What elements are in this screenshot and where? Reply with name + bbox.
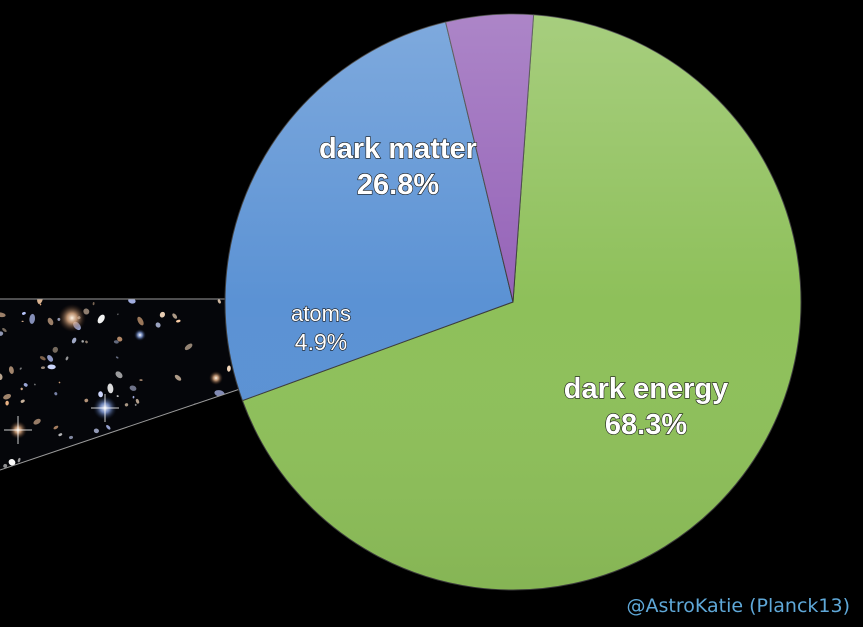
galaxy-dot xyxy=(21,311,26,315)
slice-label-dark-matter: dark matter xyxy=(319,133,477,165)
galaxy-dot xyxy=(113,340,119,344)
galaxy-dot xyxy=(209,462,216,466)
galaxy-dot xyxy=(55,462,60,466)
galaxy-dot xyxy=(117,336,123,342)
galaxy-dot xyxy=(116,395,119,398)
galaxy-dot xyxy=(125,462,128,464)
galaxy-dot xyxy=(39,303,42,306)
galaxy-dot xyxy=(0,331,4,336)
galaxy-dot xyxy=(58,381,61,384)
galaxy-dot xyxy=(217,299,221,304)
bright-galaxy xyxy=(58,304,86,332)
galaxy-dot xyxy=(176,319,181,323)
galaxy-dot xyxy=(40,366,46,370)
galaxy-dot xyxy=(33,418,41,425)
galaxy-dot xyxy=(19,367,22,370)
galaxy-dot xyxy=(187,470,190,473)
galaxy-dot xyxy=(20,387,23,391)
galaxy-dot xyxy=(0,312,6,318)
slice-value-dark-matter: 26.8% xyxy=(357,169,439,201)
galaxy-dot xyxy=(21,320,24,323)
galaxy-dot xyxy=(34,383,36,386)
galaxy-dot xyxy=(52,346,59,353)
galaxy-dot xyxy=(65,356,69,361)
galaxy-dot xyxy=(107,383,114,394)
galaxy-dot xyxy=(97,314,105,324)
galaxy-dot xyxy=(135,427,144,439)
galaxy-dot xyxy=(29,313,36,324)
bright-galaxy xyxy=(209,371,223,385)
galaxy-dot xyxy=(124,403,129,407)
galaxy-dot xyxy=(128,299,136,304)
galaxy-dot xyxy=(58,433,63,437)
galaxy-dot xyxy=(177,457,185,462)
galaxy-dot xyxy=(39,356,46,361)
galaxy-dot xyxy=(3,463,8,468)
galaxy-dot xyxy=(132,395,135,399)
slice-label-atoms: atoms xyxy=(291,301,351,326)
galaxy-dot xyxy=(174,374,182,381)
slice-value-dark-energy: 68.3% xyxy=(605,409,687,441)
galaxy-dot xyxy=(115,371,123,379)
galaxy-dot xyxy=(104,449,110,455)
galaxy-dot xyxy=(93,428,99,434)
galaxy-dot xyxy=(92,301,95,306)
slice-value-atoms: 4.9% xyxy=(295,329,347,355)
galaxy-dot xyxy=(117,313,119,316)
galaxy-dot xyxy=(184,343,193,351)
galaxy-dot xyxy=(23,383,28,387)
galaxy-dot xyxy=(155,322,161,328)
galaxy-dot xyxy=(185,419,193,427)
galaxy-dot xyxy=(106,424,111,430)
pie-labels: dark energy 68.3% dark matter 26.8% atoms 4.9… xyxy=(290,132,728,441)
galaxy-dot xyxy=(69,461,75,467)
galaxy-dot xyxy=(231,391,236,399)
galaxy-dot xyxy=(53,425,59,430)
galaxy-dot xyxy=(81,340,84,343)
galaxy-dot xyxy=(47,355,54,362)
galaxy-dot xyxy=(137,316,144,326)
bright-galaxy xyxy=(134,329,146,341)
galaxy-dot xyxy=(5,400,9,406)
galaxy-dot xyxy=(106,463,114,470)
galaxy-dot xyxy=(134,403,137,407)
wedge-bottom-edge xyxy=(0,388,241,471)
galaxy-dot xyxy=(8,459,16,466)
galaxy-dot xyxy=(3,393,12,400)
galaxy-dot xyxy=(159,420,161,422)
galaxy-dot xyxy=(47,364,56,370)
galaxy-dot xyxy=(228,434,236,441)
deep-field-galaxy-image xyxy=(0,299,240,473)
galaxy-dot xyxy=(189,426,200,433)
galaxy-dot xyxy=(139,379,143,382)
galaxy-dot xyxy=(71,337,77,344)
galaxy-dot xyxy=(54,392,58,396)
galaxy-dot xyxy=(47,317,54,326)
galaxy-dot xyxy=(0,373,3,381)
galaxy-dot xyxy=(214,422,221,426)
galaxy-dot xyxy=(8,366,14,374)
galaxy-dot xyxy=(129,385,137,391)
galaxy-dot xyxy=(135,398,140,404)
galaxy-dot xyxy=(98,391,103,398)
galaxy-dot xyxy=(85,340,88,344)
galaxy-dot xyxy=(20,399,25,403)
credit-text: @AstroKatie (Planck13) xyxy=(626,595,850,617)
galaxy-dot xyxy=(17,457,21,463)
slice-label-dark-energy: dark energy xyxy=(564,373,728,405)
galaxy-dot xyxy=(159,311,166,318)
galaxy-dot xyxy=(37,299,44,304)
galaxy-dot xyxy=(203,425,210,433)
galaxy-dot xyxy=(84,398,89,403)
galaxy-dot xyxy=(2,327,7,333)
galaxy-dot xyxy=(115,356,119,359)
galaxy-dot xyxy=(163,447,168,452)
galaxy-dot xyxy=(172,313,178,319)
galaxy-dot xyxy=(68,435,74,440)
